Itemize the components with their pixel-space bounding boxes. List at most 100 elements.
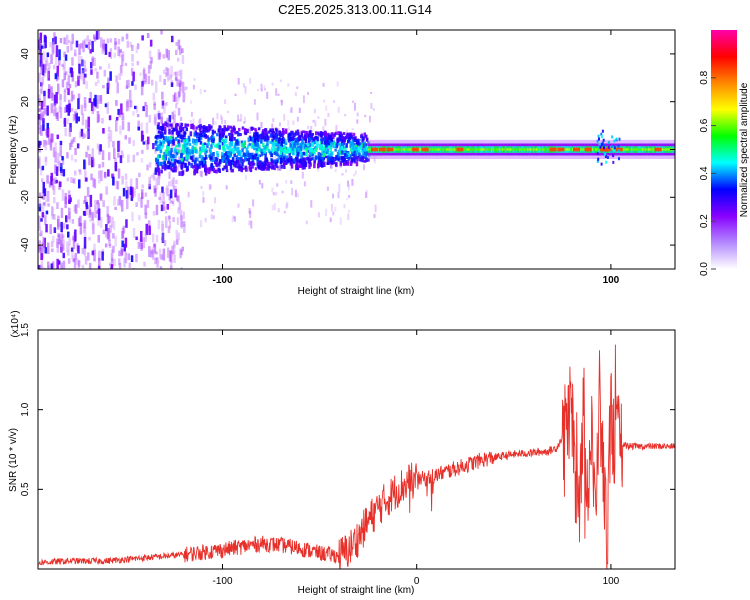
spectrogram-cell xyxy=(520,148,524,151)
spectrogram-cell xyxy=(313,140,316,145)
spectrogram-cell xyxy=(102,229,105,235)
spectrogram-cell xyxy=(107,83,111,88)
spectrogram-cell xyxy=(280,141,283,147)
spectrogram-cell xyxy=(167,146,171,152)
spectrogram-cell xyxy=(132,227,136,239)
spectrogram-cell xyxy=(41,76,44,85)
spectrogram-cell xyxy=(102,85,105,89)
spectrogram-cell xyxy=(300,152,303,157)
spectrogram-cell xyxy=(256,142,259,148)
spectrogram-cell xyxy=(512,148,516,151)
spectrogram-cell xyxy=(39,50,42,54)
spectrogram-cell xyxy=(293,142,296,146)
spectrogram-cell xyxy=(296,161,299,168)
spectrogram-cell xyxy=(175,103,178,109)
spectrogram-cell xyxy=(177,195,180,203)
spectrogram-cell xyxy=(200,220,203,228)
spectrogram-cell xyxy=(170,131,173,140)
spectrogram-cell xyxy=(272,131,275,134)
spectrogram-cell xyxy=(205,150,208,153)
spectrogram-cell xyxy=(330,132,334,135)
spectrogram-cell xyxy=(121,51,125,62)
spectrogram-cell xyxy=(302,157,305,162)
spectrogram-cell xyxy=(373,154,376,162)
spectrogram-cell xyxy=(180,267,183,269)
spectrogram-cell xyxy=(98,257,101,269)
spectrogram-cell xyxy=(97,114,101,122)
spectrogram-cell xyxy=(73,266,77,269)
spectrogram-cell xyxy=(171,139,174,144)
spectrogram-cell xyxy=(147,75,151,85)
spectrogram-cell xyxy=(51,182,55,190)
spectrogram-cell xyxy=(302,130,305,133)
spectrogram-cell xyxy=(128,262,132,269)
spectrogram-cell xyxy=(90,69,93,75)
spectrogram-cell xyxy=(144,204,147,215)
spectrogram-cell xyxy=(57,83,60,95)
spectrogram-cell xyxy=(257,137,260,142)
spectrogram-cell xyxy=(179,248,182,259)
spectrogram-cell xyxy=(274,147,277,152)
spectrogram-cell xyxy=(230,137,234,143)
spectrogram-cell xyxy=(305,220,308,225)
spectrogram-cell xyxy=(67,190,71,200)
spectrogram-cell xyxy=(228,146,231,151)
spectrogram-cell xyxy=(287,120,290,126)
spectrogram-cell xyxy=(179,45,182,55)
spectrogram-cell xyxy=(75,40,79,48)
spectrogram-cell xyxy=(228,141,232,148)
snr-x-tick-label: -100 xyxy=(212,576,232,587)
spectrogram-cell xyxy=(43,65,46,78)
spectrogram-cell xyxy=(340,134,344,139)
spectrogram-cell xyxy=(309,162,312,167)
spectrogram-cell xyxy=(200,160,204,166)
spectrogram-cell xyxy=(38,113,41,120)
spectrogram-cell xyxy=(236,165,240,169)
spectrogram-cell xyxy=(53,64,56,70)
spectrogram-cell xyxy=(191,145,194,150)
spectrogram-cell xyxy=(271,159,274,164)
spectrogram-cell xyxy=(158,139,162,143)
spectrogram-cell xyxy=(324,140,328,145)
spectrogram-cell xyxy=(71,219,75,224)
spectrogram-cell xyxy=(41,212,45,218)
spectrogram-cell xyxy=(124,135,127,140)
spectrogram-cell xyxy=(292,151,295,156)
spectrogram-cell xyxy=(43,188,47,197)
spectrogram-cell xyxy=(261,165,264,169)
spectrogram-cell xyxy=(260,88,263,93)
spectrogram-cell xyxy=(163,166,167,171)
spectrogram-cell xyxy=(273,160,276,165)
spectrogram-cell xyxy=(38,108,41,112)
spectrogram-cell xyxy=(193,129,196,132)
spectrogram-cell xyxy=(248,152,251,156)
spectrogram-cell xyxy=(250,145,254,149)
spectrogram-cell xyxy=(137,120,140,129)
spectrogram-cell xyxy=(276,141,279,145)
spectrogram-cell xyxy=(38,40,41,50)
spectrogram-cell xyxy=(64,54,68,61)
spectrogram-cell xyxy=(117,152,120,158)
spectrogram-cell xyxy=(39,167,43,176)
spectrogram-cell xyxy=(346,161,350,166)
spectrogram-cell xyxy=(200,125,203,129)
spectrogram-cell xyxy=(93,179,97,189)
spectrogram-cell xyxy=(170,250,173,263)
spectrogram-cell xyxy=(126,186,130,199)
spectrogram-cell xyxy=(207,137,210,142)
spectrogram-cell xyxy=(326,161,329,165)
spectrogram-cell xyxy=(62,260,66,269)
spectrogram-cell xyxy=(91,58,94,66)
spectrogram-cell xyxy=(167,150,171,156)
spectrogram-cell xyxy=(224,119,227,125)
spectrogram-cell xyxy=(330,138,333,142)
spectrogram-cell xyxy=(332,134,335,140)
spectrogram-cell xyxy=(163,69,166,75)
spectrogram-cell xyxy=(86,35,89,42)
spectrogram-cell xyxy=(140,239,143,251)
spectrogram-cell xyxy=(55,166,59,176)
spectrogram-cell xyxy=(108,243,112,248)
spectrogram-cell xyxy=(45,224,48,233)
spectrogram-cell xyxy=(301,171,304,179)
spectrogram-cell xyxy=(325,105,328,111)
